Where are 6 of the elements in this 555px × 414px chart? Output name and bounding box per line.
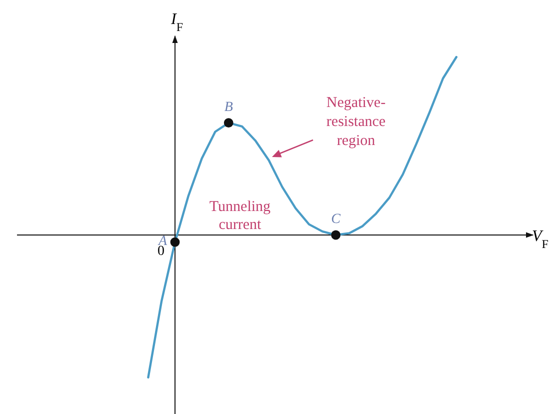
annotation: Negative-resistance region <box>326 95 386 149</box>
y-axis-title: I$_{F}$ <box>170 11 184 34</box>
annotation: Tunneling current <box>209 199 272 233</box>
annotation: C <box>331 212 342 227</box>
x-axis-title: V$_{F}$ <box>532 228 549 251</box>
annotation: B <box>224 100 234 115</box>
